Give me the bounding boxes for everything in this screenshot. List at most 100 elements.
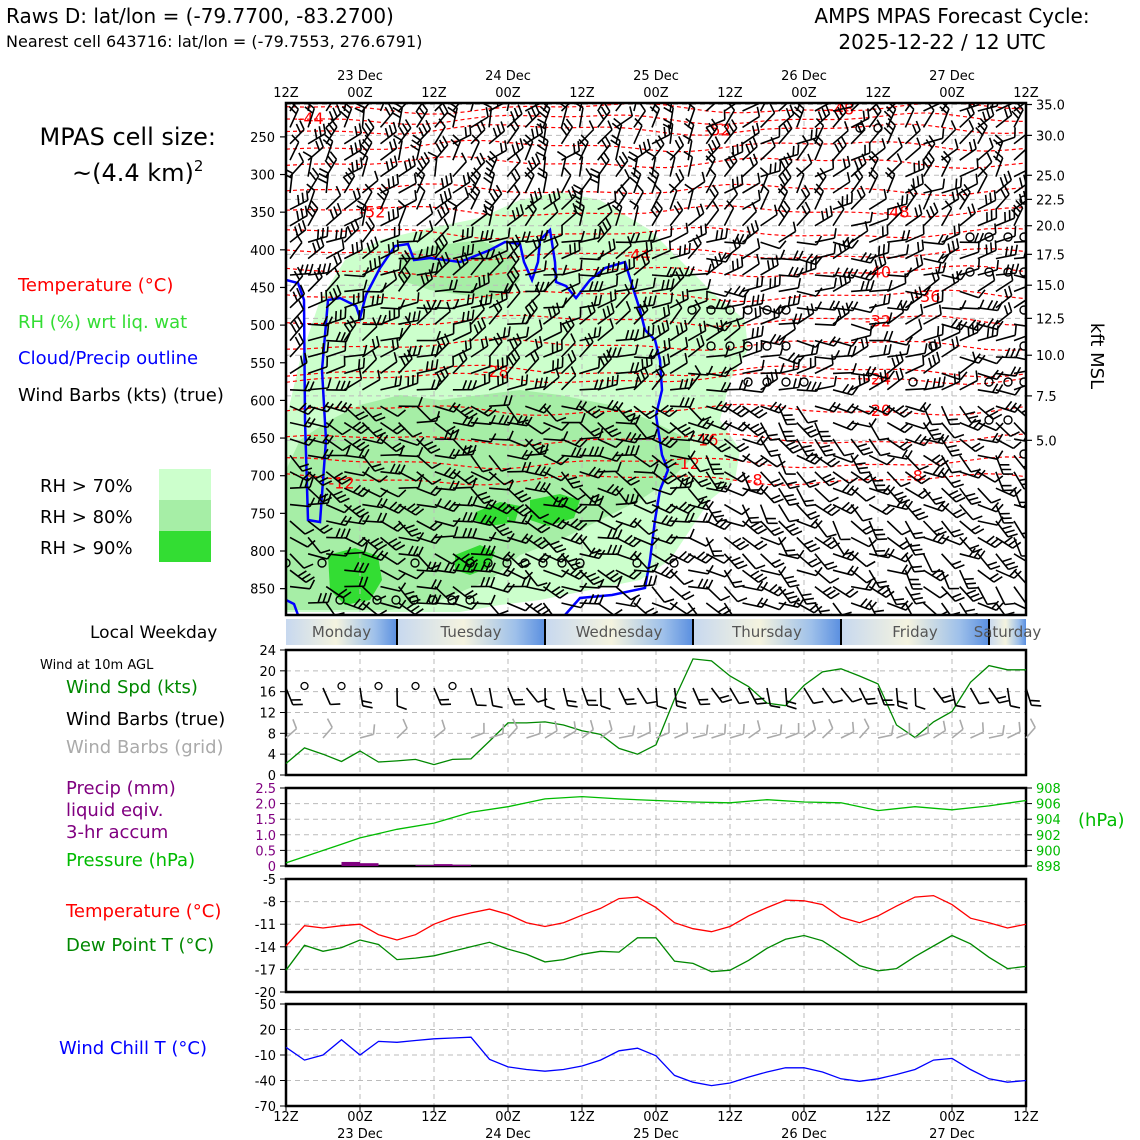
wind-barb — [362, 293, 385, 309]
surface-wind-barb-grid — [470, 722, 485, 739]
wind-barb — [995, 185, 1010, 210]
surface-wind-barb — [877, 687, 895, 706]
wind-barb — [959, 138, 977, 161]
wind-barb — [361, 317, 378, 342]
y2-tick-label: 902 — [1036, 829, 1061, 844]
wind-barb — [361, 183, 373, 210]
wind-barb — [995, 471, 1014, 492]
wind-barb — [597, 544, 623, 556]
calm-wind-circle — [873, 123, 883, 133]
wind-barb — [995, 127, 1016, 145]
wind-barb — [940, 569, 960, 590]
wind-barb — [307, 289, 328, 309]
wind-barb — [579, 294, 603, 309]
wind-barb — [467, 183, 481, 210]
calm-wind-circle — [1019, 341, 1026, 351]
wind-barb — [452, 338, 472, 358]
wind-barb — [941, 553, 965, 570]
wind-barb — [302, 151, 313, 177]
wind-barb — [633, 463, 659, 474]
calm-wind-circle — [409, 595, 419, 605]
surface-wind-barb — [821, 687, 843, 704]
calm-wind-circle — [1019, 377, 1026, 387]
wind-barb — [1013, 520, 1026, 539]
wind-barb — [977, 325, 999, 342]
wind-barb — [687, 234, 702, 260]
wind-barb — [524, 349, 540, 374]
wind-barb — [325, 487, 350, 504]
wind-barb — [796, 303, 815, 325]
surface-wind-barb — [784, 687, 797, 710]
weekday-title: Local Weekday — [90, 623, 217, 643]
wind-barb — [1013, 323, 1026, 327]
wind-barb — [760, 103, 776, 128]
wind-barb — [941, 371, 961, 391]
wind-barb — [380, 138, 398, 161]
wind-barb — [488, 251, 504, 276]
wind-barb — [760, 601, 787, 611]
wind-barb — [723, 586, 748, 603]
wind-barb — [597, 399, 624, 412]
wind-barb — [688, 564, 714, 575]
wind-barb — [470, 471, 497, 482]
wind-barb — [289, 454, 313, 472]
rh-legend-90-swatch — [159, 531, 211, 562]
wind-barb — [524, 187, 543, 211]
temperature-contour-label: -8 — [747, 470, 763, 489]
wind-barb — [361, 335, 380, 358]
wind-barb — [995, 366, 1022, 377]
wind-barb — [814, 602, 833, 615]
wind-barb — [289, 284, 306, 309]
wind-barb — [868, 369, 888, 391]
calm-wind-circle — [520, 558, 530, 568]
wind-barb — [525, 229, 549, 243]
wind-barb — [380, 121, 398, 145]
wind-barb — [995, 455, 1013, 475]
wind-barb — [977, 569, 1003, 583]
calm-wind-circle — [984, 232, 994, 242]
surface-wind-barb-grid — [803, 719, 817, 739]
wind-barb — [760, 536, 787, 546]
wind-barb — [959, 119, 975, 145]
calm-wind-circle — [669, 558, 679, 568]
wind-barb — [723, 200, 735, 227]
calm-wind-circle — [908, 377, 918, 387]
wind-barb — [325, 103, 333, 112]
wind-barb — [742, 405, 768, 419]
wind-barb — [814, 277, 837, 293]
wind-barb — [573, 200, 585, 226]
surface-wind-barb-grid — [988, 724, 1005, 739]
wind-barb — [325, 307, 347, 325]
wind-barb — [556, 150, 567, 177]
wind-barb — [760, 306, 780, 325]
wind-barb — [777, 200, 791, 227]
wind-barb — [796, 343, 820, 358]
wind-barb — [813, 183, 825, 210]
wind-barb — [507, 576, 532, 588]
calm-wind-circle — [632, 558, 642, 568]
wind-barb — [923, 454, 949, 467]
wind-barb — [760, 160, 782, 178]
height-tick-label: 25.0 — [1036, 169, 1065, 184]
wind-barb — [705, 319, 724, 342]
wind-barb — [579, 510, 604, 522]
wind-barb — [397, 266, 411, 292]
calm-wind-circle — [1019, 305, 1026, 315]
wind-barb — [666, 150, 676, 177]
wind-barb — [470, 433, 497, 443]
wind-barb — [723, 318, 741, 342]
y2-tick-label: 900 — [1036, 844, 1061, 859]
wind-barb — [597, 528, 623, 540]
time-tick-date: 25 Dec — [633, 69, 679, 84]
wind-barb — [524, 438, 549, 455]
wind-barb — [524, 602, 551, 615]
wind-barb — [977, 369, 1004, 381]
surface-wind-barb — [840, 687, 863, 703]
wind-barb — [832, 403, 859, 414]
wind-barb — [326, 546, 352, 557]
wind-barb — [488, 326, 511, 342]
wind-barb — [814, 471, 839, 487]
wind-barb — [742, 325, 764, 342]
wind-barb — [615, 257, 635, 276]
surface-wind-barb — [285, 687, 303, 706]
